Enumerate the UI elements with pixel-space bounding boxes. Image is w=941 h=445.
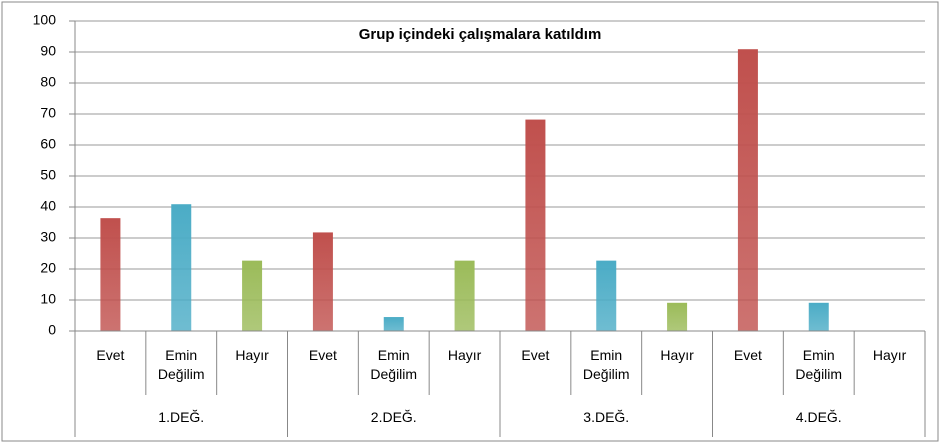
x-tick-label: Hayır: [660, 347, 694, 363]
bar: [383, 317, 404, 331]
y-tick-label: 100: [33, 12, 57, 28]
group-label: 2.DEĞ.: [370, 409, 417, 425]
bar: [454, 260, 475, 331]
group-label: 1.DEĞ.: [158, 409, 205, 425]
bar: [312, 232, 333, 331]
bar: [525, 119, 546, 331]
bar: [171, 204, 192, 331]
y-tick-label: 30: [40, 229, 56, 245]
y-tick-label: 60: [40, 136, 56, 152]
x-tick-label: Evet: [521, 347, 550, 363]
x-tick-label: Emin Değilim: [795, 347, 843, 382]
bar: [808, 302, 829, 331]
x-tick-label: Evet: [96, 347, 125, 363]
y-tick-label: 50: [40, 167, 56, 183]
y-tick-label: 40: [40, 198, 56, 214]
x-tick-label: Hayır: [235, 347, 269, 363]
x-tick-label: Hayır: [872, 347, 907, 363]
x-tick-label: Emin Değilim: [157, 347, 205, 382]
y-tick-label: 10: [40, 291, 56, 307]
y-tick-label: 90: [40, 43, 56, 59]
bar: [242, 260, 263, 331]
bar: [667, 302, 688, 331]
x-tick-label: Emin Değilim: [582, 347, 630, 382]
bar: [737, 49, 758, 332]
x-tick-label: Evet: [733, 347, 762, 363]
group-label: 3.DEĞ.: [583, 409, 630, 425]
x-tick-label: Emin Değilim: [370, 347, 418, 382]
y-tick-label: 70: [40, 105, 56, 121]
chart-title: Grup içindeki çalışmalara katıldım: [359, 26, 602, 43]
bar: [596, 260, 617, 331]
y-tick-label: 0: [48, 322, 56, 338]
x-tick-label: Evet: [308, 347, 337, 363]
group-label: 4.DEĞ.: [795, 409, 842, 425]
y-tick-label: 80: [40, 74, 56, 90]
bar: [100, 218, 121, 331]
y-tick-label: 20: [40, 260, 56, 276]
x-tick-label: Hayır: [447, 347, 482, 363]
